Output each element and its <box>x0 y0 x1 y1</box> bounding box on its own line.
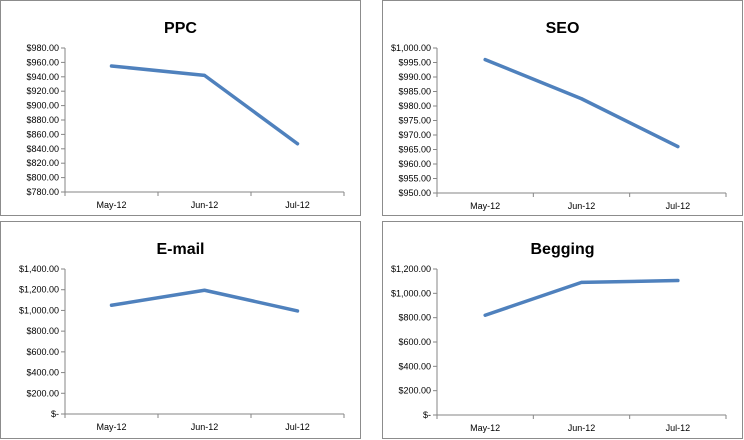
data-point <box>676 279 680 283</box>
begging-chart-svg: Begging $- $200.00 $400.00 $600.00 $800.00 $1,… <box>391 241 727 433</box>
y-tick-label: $965.00 <box>398 145 431 155</box>
y-tick-label: $980.00 <box>398 101 431 111</box>
y-tick-label: $200.00 <box>398 386 431 396</box>
y-tick-label: $800.00 <box>26 173 59 183</box>
y-tick-label: $920.00 <box>26 86 59 96</box>
y-tick-label: $900.00 <box>26 101 59 111</box>
x-tick-label: Jun-12 <box>568 201 596 211</box>
chart-title: E-mail <box>156 241 204 258</box>
y-tick-label: $- <box>51 409 59 419</box>
data-point <box>203 288 206 292</box>
data-point <box>483 313 487 317</box>
y-tick-label: $1,200.00 <box>19 285 59 295</box>
chart-seo: SEO $950.00 $955.00 $960.00 $965.00 $970.00 $9… <box>382 0 743 216</box>
y-tick-label: $800.00 <box>26 326 59 336</box>
data-point <box>296 309 299 313</box>
y-tick-label: $- <box>423 410 431 420</box>
y-tick-label: $960.00 <box>398 159 431 169</box>
y-tick-label: $975.00 <box>398 116 431 126</box>
y-tick-label: $820.00 <box>26 158 59 168</box>
series-line <box>109 288 300 313</box>
email-chart-svg: E-mail $- $200.00 $400.00 $600.00 $800.00 $1,0… <box>19 241 345 432</box>
y-tick-label: $1,200.00 <box>391 264 431 274</box>
x-tick-label: Jul-12 <box>285 422 310 432</box>
x-tick-label: May-12 <box>470 201 500 211</box>
y-tick-label: $600.00 <box>398 337 431 347</box>
x-tick-label: Jun-12 <box>191 200 219 210</box>
series-line <box>483 278 680 317</box>
seo-chart-svg: SEO $950.00 $955.00 $960.00 $965.00 $970.00 $9… <box>391 20 727 211</box>
y-tick-label: $1,000.00 <box>391 288 431 298</box>
chart-begging: Begging $- $200.00 $400.00 $600.00 $800.00 $1,… <box>382 221 743 439</box>
x-tick-label: May-12 <box>96 200 126 210</box>
y-tick-label: $980.00 <box>26 43 59 53</box>
data-point <box>580 280 583 284</box>
ppc-chart-svg: PPC $780.00 $800.00 $820.00 $840.00 $860.00 $8… <box>26 20 345 210</box>
data-point <box>483 58 487 62</box>
x-tick-label: May-12 <box>470 423 500 433</box>
x-tick-label: Jul-12 <box>285 200 310 210</box>
chart-title: PPC <box>164 20 197 37</box>
chart-email: E-mail $- $200.00 $400.00 $600.00 $800.00 $1,0… <box>0 221 361 439</box>
y-tick-label: $985.00 <box>398 87 431 97</box>
y-tick-label: $600.00 <box>26 347 59 357</box>
y-tick-label: $960.00 <box>26 57 59 67</box>
y-tick-label: $950.00 <box>398 188 431 198</box>
series-line <box>483 57 680 149</box>
x-tick-label: Jul-12 <box>666 201 691 211</box>
data-point <box>110 64 113 68</box>
y-tick-label: $200.00 <box>26 388 59 398</box>
y-tick-label: $1,000.00 <box>19 305 59 315</box>
y-tick-label: $780.00 <box>26 187 59 197</box>
series-line <box>109 64 300 146</box>
y-tick-label: $800.00 <box>398 313 431 323</box>
chart-title: Begging <box>531 241 595 258</box>
data-point <box>580 97 583 101</box>
y-tick-label: $840.00 <box>26 144 59 154</box>
data-point <box>110 303 113 307</box>
x-tick-label: Jul-12 <box>666 423 691 433</box>
chart-ppc: PPC $780.00 $800.00 $820.00 $840.00 $860.00 $8… <box>0 0 361 216</box>
y-tick-label: $955.00 <box>398 174 431 184</box>
y-tick-label: $880.00 <box>26 115 59 125</box>
y-tick-label: $970.00 <box>398 130 431 140</box>
y-tick-label: $860.00 <box>26 129 59 139</box>
y-tick-label: $400.00 <box>26 368 59 378</box>
y-tick-label: $1,400.00 <box>19 264 59 274</box>
x-tick-label: May-12 <box>96 422 126 432</box>
data-point <box>203 73 206 77</box>
chart-title: SEO <box>546 20 580 37</box>
x-tick-label: Jun-12 <box>568 423 596 433</box>
data-point <box>676 145 680 149</box>
y-tick-label: $995.00 <box>398 58 431 68</box>
y-tick-label: $940.00 <box>26 72 59 82</box>
y-tick-label: $400.00 <box>398 361 431 371</box>
y-tick-label: $990.00 <box>398 72 431 82</box>
y-tick-label: $1,000.00 <box>391 43 431 53</box>
x-tick-label: Jun-12 <box>191 422 219 432</box>
data-point <box>296 142 299 146</box>
